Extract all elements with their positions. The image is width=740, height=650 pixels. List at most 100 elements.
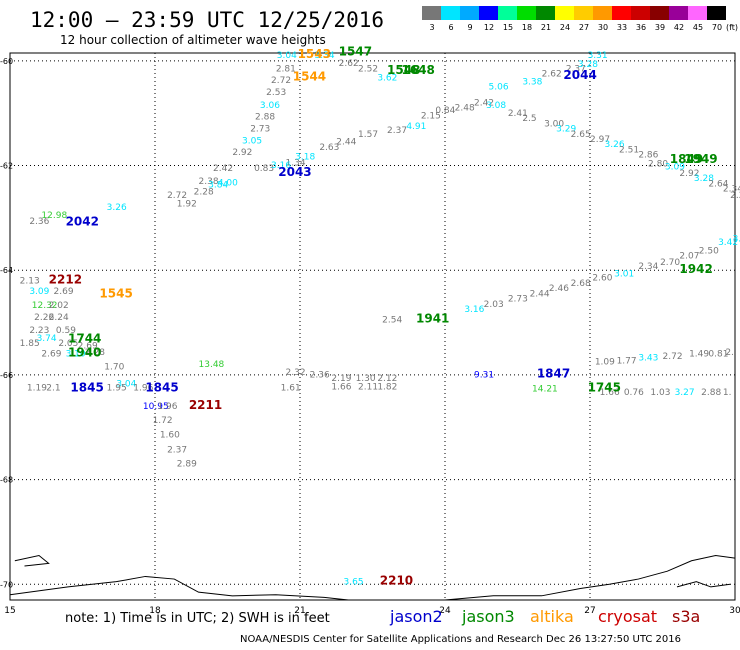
- swh-label: 2.32: [286, 368, 306, 378]
- swh-label: 1.49: [689, 350, 709, 360]
- time-label: 1545: [99, 286, 132, 300]
- swh-label: 3.26: [107, 203, 127, 213]
- color-swatch: [460, 6, 479, 20]
- color-scale-label: 15: [502, 23, 514, 32]
- swh-label: 2.48: [455, 104, 475, 114]
- swh-label: 2.34: [638, 262, 658, 272]
- time-label: 1543: [298, 47, 331, 61]
- y-tick-label: -64: [0, 266, 13, 275]
- color-scale-label: 42: [673, 23, 685, 32]
- legend-s3a: s3a: [672, 607, 701, 626]
- swh-label: 1.77: [617, 356, 637, 366]
- color-scale-label: 45: [692, 23, 704, 32]
- swh-label: 0.76: [624, 388, 644, 398]
- swh-label: 1.85: [20, 339, 40, 349]
- swh-label: 2.5: [522, 114, 536, 124]
- swh-label: 2.38: [199, 177, 219, 187]
- swh-label: 2.20: [730, 191, 740, 201]
- swh-label: 3.65: [344, 577, 364, 587]
- swh-label: 1.60: [160, 431, 180, 441]
- swh-label: 3.27: [675, 388, 695, 398]
- swh-label: 1.03: [650, 388, 670, 398]
- time-label: 2212: [49, 272, 82, 286]
- coastline-shape: [676, 581, 731, 588]
- swh-label: 2.69: [54, 287, 74, 297]
- swh-label: 2.88: [701, 388, 721, 398]
- swh-label: 12.98: [41, 211, 67, 221]
- swh-label: 3.29: [556, 125, 576, 135]
- legend-cryosat: cryosat: [598, 607, 658, 626]
- y-tick-label: -68: [0, 476, 13, 485]
- swh-label: 3.06: [260, 101, 280, 111]
- x-tick-label: 18: [149, 606, 161, 616]
- swh-label: 3.38: [522, 77, 542, 87]
- time-label: 2042: [66, 215, 99, 229]
- swh-label: 3.04: [116, 379, 136, 389]
- x-tick-label: 24: [439, 606, 451, 616]
- swh-label: 2.28: [85, 348, 105, 358]
- color-swatch: [517, 6, 536, 20]
- color-swatch: [612, 6, 631, 20]
- page-title: 12:00 – 23:59 UTC 12/25/2016: [30, 8, 385, 32]
- color-swatch: [536, 6, 555, 20]
- swh-label: 2.62: [339, 59, 359, 69]
- time-label: 1544: [293, 70, 326, 84]
- swh-label: 2.19: [331, 374, 351, 384]
- time-label: 2044: [563, 68, 596, 82]
- swh-label: 2.36: [310, 371, 330, 381]
- time-label: 1845: [70, 381, 103, 395]
- swh-label: 3.84: [208, 181, 228, 191]
- color-scale-label: 33: [616, 23, 628, 32]
- swh-label: 3.09: [665, 163, 685, 173]
- color-scale-label: 6: [448, 23, 454, 32]
- swh-label: 2.64: [708, 179, 728, 189]
- color-swatch: [669, 6, 688, 20]
- color-swatch: [707, 6, 726, 20]
- swh-label: 3.4: [733, 234, 740, 244]
- time-label: 1547: [339, 45, 372, 59]
- swh-label: 3.74: [37, 334, 57, 344]
- swh-label: 2.51: [619, 145, 639, 155]
- swh-label: 2.62: [542, 70, 562, 80]
- swh-label: 2.1: [46, 384, 60, 394]
- swh-label: 0.81: [708, 350, 728, 360]
- swh-label: 1.96: [133, 384, 153, 394]
- swh-label: 3.04: [277, 51, 297, 61]
- color-swatch: [441, 6, 460, 20]
- color-scale-label: 9: [467, 23, 473, 32]
- swh-label: 2.44: [530, 289, 550, 299]
- swh-label: 3.31: [588, 51, 608, 61]
- swh-label: 2.92: [232, 148, 252, 158]
- credit-line: NOAA/NESDIS Center for Satellite Applica…: [240, 634, 682, 645]
- coastline-shape: [444, 554, 736, 601]
- swh-label: 3.00: [544, 119, 564, 129]
- swh-label: 2.26: [34, 313, 54, 323]
- swh-label: 2.81: [276, 64, 296, 74]
- time-label: 1849: [670, 152, 703, 166]
- swh-label: 1.30: [356, 374, 376, 384]
- swh-label: 2.42: [474, 98, 494, 108]
- swh-label: 3.10: [66, 350, 86, 360]
- swh-label: 5.06: [489, 83, 509, 93]
- swh-label: 2.44: [336, 138, 356, 148]
- swh-label: 2.53: [266, 88, 286, 98]
- swh-label: 3.28: [578, 60, 598, 70]
- swh-label: 2.28: [194, 187, 214, 197]
- swh-label: 2.24: [49, 313, 69, 323]
- swh-label: 2.72: [271, 76, 291, 86]
- swh-label: 3.62: [377, 74, 397, 84]
- swh-label: 1.66: [600, 388, 620, 398]
- note-text: note: 1) Time is in UTC; 2) SWH is in fe…: [65, 611, 330, 626]
- swh-label: 2.89: [177, 460, 197, 470]
- swh-label: 2.: [725, 348, 734, 358]
- swh-label: 1.66: [331, 383, 351, 393]
- color-swatch: [555, 6, 574, 20]
- time-label: 1548: [387, 63, 420, 77]
- time-label: 1942: [679, 262, 712, 276]
- swh-label: 1.61: [281, 384, 301, 394]
- swh-label: 3.01: [614, 270, 634, 280]
- color-scale-label: 18: [521, 23, 533, 32]
- swh-label: 0.84: [435, 106, 455, 116]
- color-scale-label: 21: [540, 23, 552, 32]
